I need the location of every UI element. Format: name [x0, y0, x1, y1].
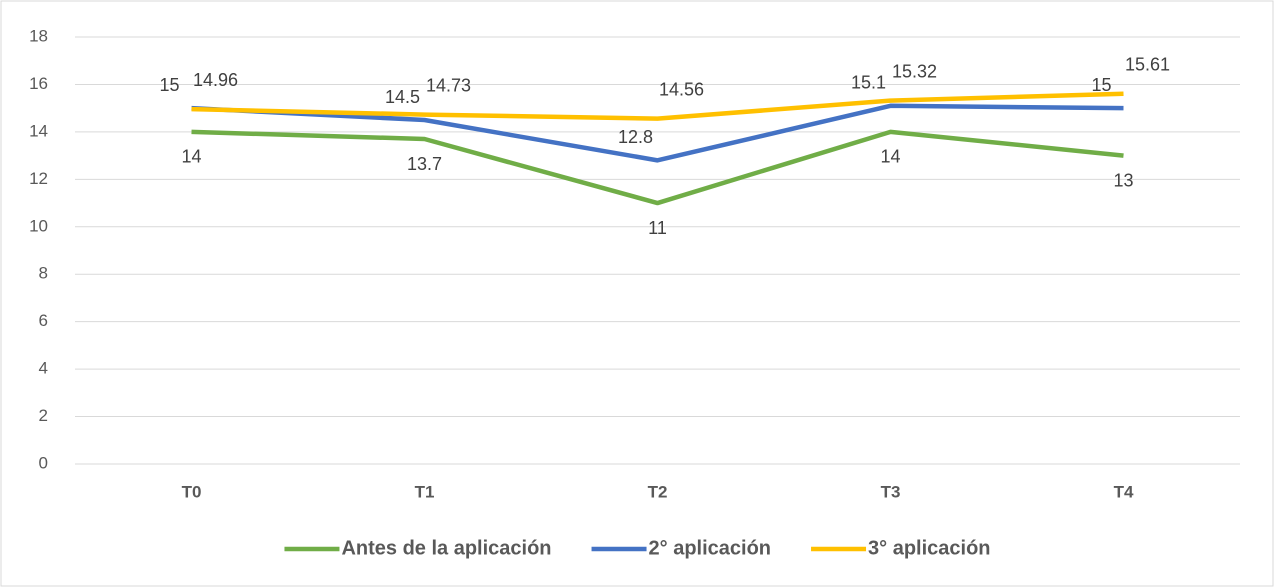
- data-label: 14.73: [426, 75, 471, 95]
- y-tick-label: 12: [29, 169, 48, 188]
- y-tick-label: 16: [29, 74, 48, 93]
- y-tick-label: 0: [39, 453, 48, 472]
- y-tick-label: 18: [29, 26, 48, 45]
- data-label: 15.1: [851, 73, 886, 93]
- y-tick-label: 14: [29, 121, 48, 140]
- y-tick-label: 8: [39, 264, 48, 283]
- legend-label: Antes de la aplicación: [341, 537, 551, 559]
- y-tick-label: 4: [39, 359, 48, 378]
- data-label: 15.61: [1125, 54, 1170, 74]
- data-label: 13.7: [407, 154, 442, 174]
- data-label: 11: [648, 218, 667, 238]
- data-label: 15: [1091, 75, 1111, 95]
- data-label: 14.5: [385, 87, 420, 107]
- x-tick-label: T3: [881, 482, 901, 501]
- data-label: 15: [159, 75, 179, 95]
- data-label: 15.32: [892, 61, 937, 81]
- legend-label: 2° aplicación: [649, 537, 772, 559]
- data-label: 14: [880, 147, 900, 167]
- x-tick-label: T4: [1114, 482, 1134, 501]
- series-line: [191, 129, 1124, 206]
- data-label: 14.96: [193, 70, 238, 90]
- series-line: [191, 91, 1124, 121]
- y-tick-label: 2: [39, 406, 48, 425]
- data-label: 12.8: [618, 127, 653, 147]
- legend-label: 3° aplicación: [868, 537, 991, 559]
- data-label: 14.56: [659, 79, 704, 99]
- x-tick-label: T2: [648, 482, 668, 501]
- data-label: 13: [1113, 170, 1133, 190]
- y-tick-label: 6: [39, 311, 48, 330]
- series-line: [191, 103, 1124, 163]
- y-tick-label: 10: [29, 216, 48, 235]
- x-tick-label: T1: [415, 482, 435, 501]
- x-tick-label: T0: [182, 482, 202, 501]
- data-label: 14: [181, 147, 201, 167]
